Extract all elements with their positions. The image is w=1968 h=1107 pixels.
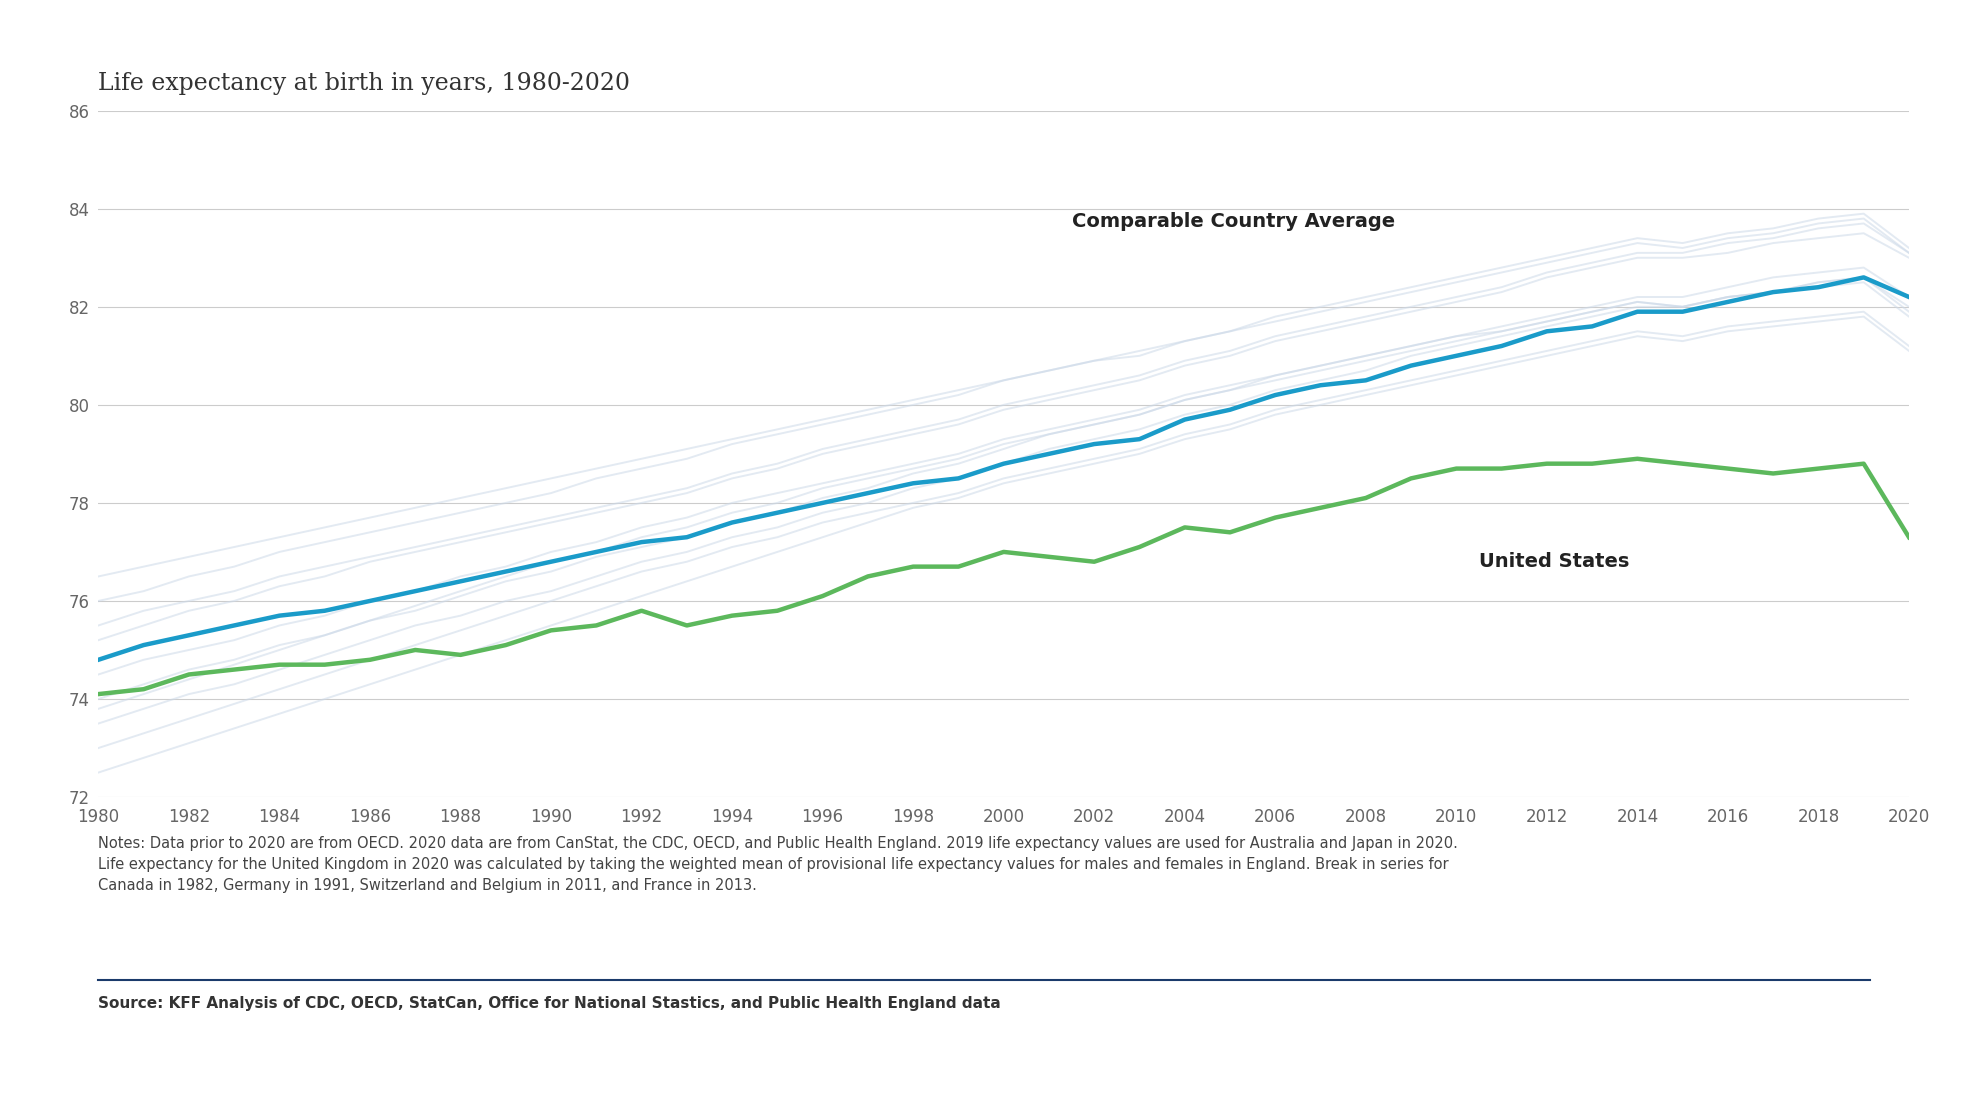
Text: Notes: Data prior to 2020 are from OECD. 2020 data are from CanStat, the CDC, OE: Notes: Data prior to 2020 are from OECD.… — [98, 836, 1458, 892]
Text: United States: United States — [1480, 552, 1630, 571]
Text: Source: KFF Analysis of CDC, OECD, StatCan, Office for National Stastics, and Pu: Source: KFF Analysis of CDC, OECD, StatC… — [98, 996, 1002, 1012]
Text: Comparable Country Average: Comparable Country Average — [1073, 211, 1395, 231]
Text: Life expectancy at birth in years, 1980-2020: Life expectancy at birth in years, 1980-… — [98, 72, 630, 95]
